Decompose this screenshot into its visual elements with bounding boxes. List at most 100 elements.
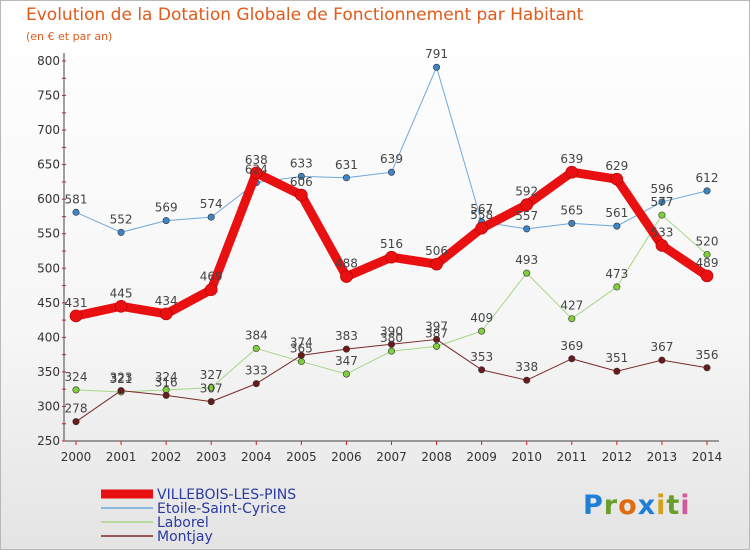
data-point [478,366,486,374]
data-point [162,217,170,225]
data-point [114,299,128,313]
data-label: 596 [650,182,673,196]
data-label: 493 [515,253,538,267]
data-label: 427 [560,299,583,313]
data-point [117,228,125,236]
y-tick-label: 550 [37,227,60,241]
data-label: 558 [470,208,493,222]
data-point [475,221,488,235]
data-label: 333 [245,364,268,378]
legend-label: Laborel [157,515,209,531]
data-label: 639 [560,152,583,166]
data-label: 278 [65,402,88,416]
data-point [72,418,80,426]
data-label: 369 [560,339,583,353]
chart-subtitle: (en € et par an) [26,30,113,43]
data-point [523,269,531,277]
data-label: 606 [290,175,313,189]
x-tick-label: 2011 [557,450,588,464]
data-label: 557 [515,209,538,223]
data-label: 338 [515,360,538,374]
data-point [433,342,441,350]
data-label: 516 [380,237,403,251]
data-point [162,391,170,399]
x-tick-label: 2006 [331,450,362,464]
data-label: 384 [245,328,268,342]
data-point [655,239,669,252]
data-point [72,386,80,394]
data-label: 581 [65,192,88,206]
data-label: 390 [380,324,403,338]
data-point [610,172,624,186]
data-label: 307 [200,382,223,396]
data-point [204,283,218,296]
x-tick-label: 2008 [421,450,452,464]
data-label: 533 [650,225,673,239]
x-tick-label: 2001 [106,450,137,464]
data-label: 316 [155,375,178,389]
data-point [249,166,263,180]
proxiti-logo: Proxiti [583,490,691,521]
data-point [568,355,576,363]
data-label: 323 [110,371,133,385]
data-point [703,187,711,195]
legend-label: Etoile-Saint-Cyrice [157,501,286,517]
data-point [703,250,711,258]
data-label: 431 [65,296,88,310]
data-point [117,387,125,395]
data-label: 356 [696,348,719,362]
data-label: 327 [200,368,223,382]
x-tick-label: 2000 [61,450,92,464]
data-label: 380 [380,331,403,345]
data-label: 469 [200,270,223,284]
y-tick-label: 750 [37,89,60,103]
data-point [568,219,576,227]
data-point [523,376,531,384]
data-label: 612 [696,171,719,185]
data-label: 624 [245,163,268,177]
x-tick-label: 2007 [376,450,407,464]
data-label: 434 [155,294,178,308]
data-point [523,225,531,233]
legend-label: VILLEBOIS-LES-PINS [157,487,296,503]
data-point [72,208,80,216]
x-tick-label: 2005 [286,450,317,464]
data-label: 351 [605,351,628,365]
data-label: 353 [470,350,493,364]
y-tick-label: 250 [37,434,60,448]
data-point [207,384,215,392]
legend-label: Montjay [157,529,213,545]
data-point [297,172,305,180]
data-point [700,269,714,283]
data-label: 565 [560,203,583,217]
data-label: 561 [605,206,628,220]
data-point [387,340,395,348]
data-label: 569 [155,201,178,215]
data-point [297,358,305,366]
x-tick-label: 2002 [151,450,182,464]
data-point [207,398,215,406]
data-label: 633 [290,156,313,170]
data-label: 639 [380,152,403,166]
data-point [613,367,621,375]
data-point [252,344,260,352]
data-label: 520 [696,234,719,248]
data-label: 321 [110,372,133,386]
data-label: 397 [425,319,448,333]
x-tick-label: 2012 [602,450,633,464]
data-point [430,257,443,271]
data-point [387,347,395,355]
y-tick-label: 300 [37,399,60,413]
data-point [159,307,173,321]
data-point [658,356,666,364]
data-point [613,283,621,291]
data-point [385,250,398,264]
data-label: 574 [200,197,223,211]
data-label: 383 [335,329,358,343]
data-label: 567 [470,202,493,216]
y-tick-label: 450 [37,296,60,310]
x-tick-label: 2009 [466,450,497,464]
y-tick-label: 800 [37,54,60,68]
chart-title: Evolution de la Dotation Globale de Fonc… [26,5,584,25]
data-point [295,188,308,202]
